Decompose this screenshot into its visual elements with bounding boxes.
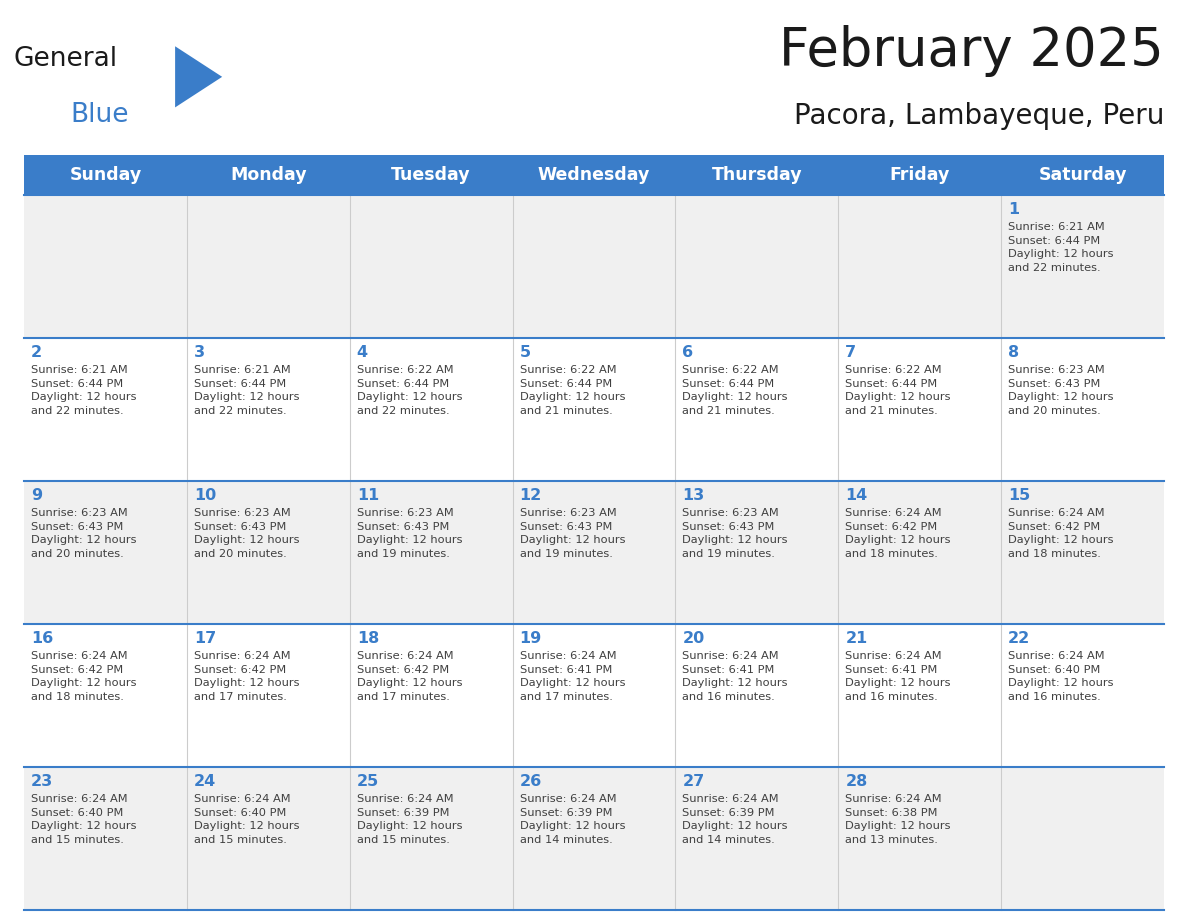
Text: 28: 28	[846, 774, 867, 789]
Text: Sunrise: 6:21 AM
Sunset: 6:44 PM
Daylight: 12 hours
and 22 minutes.: Sunrise: 6:21 AM Sunset: 6:44 PM Dayligh…	[1009, 222, 1113, 273]
Text: 9: 9	[31, 488, 42, 503]
Text: Sunrise: 6:22 AM
Sunset: 6:44 PM
Daylight: 12 hours
and 21 minutes.: Sunrise: 6:22 AM Sunset: 6:44 PM Dayligh…	[519, 365, 625, 416]
Text: 27: 27	[682, 774, 704, 789]
Text: Wednesday: Wednesday	[538, 166, 650, 184]
Text: Sunrise: 6:24 AM
Sunset: 6:39 PM
Daylight: 12 hours
and 15 minutes.: Sunrise: 6:24 AM Sunset: 6:39 PM Dayligh…	[356, 794, 462, 845]
Text: Sunday: Sunday	[69, 166, 141, 184]
Polygon shape	[175, 46, 222, 107]
Text: 5: 5	[519, 345, 531, 360]
Text: 26: 26	[519, 774, 542, 789]
Text: 13: 13	[682, 488, 704, 503]
Text: Sunrise: 6:23 AM
Sunset: 6:43 PM
Daylight: 12 hours
and 19 minutes.: Sunrise: 6:23 AM Sunset: 6:43 PM Dayligh…	[519, 508, 625, 559]
Text: Sunrise: 6:21 AM
Sunset: 6:44 PM
Daylight: 12 hours
and 22 minutes.: Sunrise: 6:21 AM Sunset: 6:44 PM Dayligh…	[194, 365, 299, 416]
Text: Sunrise: 6:24 AM
Sunset: 6:42 PM
Daylight: 12 hours
and 18 minutes.: Sunrise: 6:24 AM Sunset: 6:42 PM Dayligh…	[846, 508, 950, 559]
Text: 23: 23	[31, 774, 53, 789]
Text: Saturday: Saturday	[1038, 166, 1127, 184]
Text: Sunrise: 6:22 AM
Sunset: 6:44 PM
Daylight: 12 hours
and 22 minutes.: Sunrise: 6:22 AM Sunset: 6:44 PM Dayligh…	[356, 365, 462, 416]
Text: 14: 14	[846, 488, 867, 503]
Text: 15: 15	[1009, 488, 1030, 503]
Text: Sunrise: 6:24 AM
Sunset: 6:42 PM
Daylight: 12 hours
and 18 minutes.: Sunrise: 6:24 AM Sunset: 6:42 PM Dayligh…	[1009, 508, 1113, 559]
Text: Thursday: Thursday	[712, 166, 802, 184]
Text: Sunrise: 6:24 AM
Sunset: 6:41 PM
Daylight: 12 hours
and 16 minutes.: Sunrise: 6:24 AM Sunset: 6:41 PM Dayligh…	[846, 651, 950, 701]
Text: 19: 19	[519, 631, 542, 646]
Text: 3: 3	[194, 345, 206, 360]
Text: Sunrise: 6:22 AM
Sunset: 6:44 PM
Daylight: 12 hours
and 21 minutes.: Sunrise: 6:22 AM Sunset: 6:44 PM Dayligh…	[846, 365, 950, 416]
Text: Sunrise: 6:24 AM
Sunset: 6:42 PM
Daylight: 12 hours
and 17 minutes.: Sunrise: 6:24 AM Sunset: 6:42 PM Dayligh…	[194, 651, 299, 701]
Text: 7: 7	[846, 345, 857, 360]
Text: 20: 20	[682, 631, 704, 646]
Text: 12: 12	[519, 488, 542, 503]
Text: Sunrise: 6:24 AM
Sunset: 6:38 PM
Daylight: 12 hours
and 13 minutes.: Sunrise: 6:24 AM Sunset: 6:38 PM Dayligh…	[846, 794, 950, 845]
Text: Sunrise: 6:24 AM
Sunset: 6:42 PM
Daylight: 12 hours
and 18 minutes.: Sunrise: 6:24 AM Sunset: 6:42 PM Dayligh…	[31, 651, 137, 701]
Text: Sunrise: 6:21 AM
Sunset: 6:44 PM
Daylight: 12 hours
and 22 minutes.: Sunrise: 6:21 AM Sunset: 6:44 PM Dayligh…	[31, 365, 137, 416]
Text: 22: 22	[1009, 631, 1030, 646]
Text: Friday: Friday	[890, 166, 950, 184]
Text: 21: 21	[846, 631, 867, 646]
Text: Pacora, Lambayeque, Peru: Pacora, Lambayeque, Peru	[794, 103, 1164, 130]
Text: Tuesday: Tuesday	[391, 166, 470, 184]
Text: Sunrise: 6:23 AM
Sunset: 6:43 PM
Daylight: 12 hours
and 20 minutes.: Sunrise: 6:23 AM Sunset: 6:43 PM Dayligh…	[1009, 365, 1113, 416]
Text: 17: 17	[194, 631, 216, 646]
Text: 10: 10	[194, 488, 216, 503]
Text: Sunrise: 6:24 AM
Sunset: 6:39 PM
Daylight: 12 hours
and 14 minutes.: Sunrise: 6:24 AM Sunset: 6:39 PM Dayligh…	[519, 794, 625, 845]
Text: Sunrise: 6:24 AM
Sunset: 6:39 PM
Daylight: 12 hours
and 14 minutes.: Sunrise: 6:24 AM Sunset: 6:39 PM Dayligh…	[682, 794, 788, 845]
Text: Sunrise: 6:22 AM
Sunset: 6:44 PM
Daylight: 12 hours
and 21 minutes.: Sunrise: 6:22 AM Sunset: 6:44 PM Dayligh…	[682, 365, 788, 416]
Text: Sunrise: 6:23 AM
Sunset: 6:43 PM
Daylight: 12 hours
and 20 minutes.: Sunrise: 6:23 AM Sunset: 6:43 PM Dayligh…	[31, 508, 137, 559]
Text: 16: 16	[31, 631, 53, 646]
Text: 8: 8	[1009, 345, 1019, 360]
Text: Monday: Monday	[230, 166, 307, 184]
Text: 6: 6	[682, 345, 694, 360]
Text: General: General	[13, 46, 118, 73]
Text: Sunrise: 6:24 AM
Sunset: 6:42 PM
Daylight: 12 hours
and 17 minutes.: Sunrise: 6:24 AM Sunset: 6:42 PM Dayligh…	[356, 651, 462, 701]
Text: Sunrise: 6:24 AM
Sunset: 6:41 PM
Daylight: 12 hours
and 16 minutes.: Sunrise: 6:24 AM Sunset: 6:41 PM Dayligh…	[682, 651, 788, 701]
Text: Blue: Blue	[70, 103, 129, 129]
Text: Sunrise: 6:24 AM
Sunset: 6:40 PM
Daylight: 12 hours
and 16 minutes.: Sunrise: 6:24 AM Sunset: 6:40 PM Dayligh…	[1009, 651, 1113, 701]
Text: Sunrise: 6:23 AM
Sunset: 6:43 PM
Daylight: 12 hours
and 19 minutes.: Sunrise: 6:23 AM Sunset: 6:43 PM Dayligh…	[356, 508, 462, 559]
Text: February 2025: February 2025	[779, 25, 1164, 77]
Text: 4: 4	[356, 345, 368, 360]
Text: 11: 11	[356, 488, 379, 503]
Text: Sunrise: 6:24 AM
Sunset: 6:40 PM
Daylight: 12 hours
and 15 minutes.: Sunrise: 6:24 AM Sunset: 6:40 PM Dayligh…	[194, 794, 299, 845]
Text: Sunrise: 6:24 AM
Sunset: 6:40 PM
Daylight: 12 hours
and 15 minutes.: Sunrise: 6:24 AM Sunset: 6:40 PM Dayligh…	[31, 794, 137, 845]
Text: 18: 18	[356, 631, 379, 646]
Text: Sunrise: 6:23 AM
Sunset: 6:43 PM
Daylight: 12 hours
and 19 minutes.: Sunrise: 6:23 AM Sunset: 6:43 PM Dayligh…	[682, 508, 788, 559]
Text: 1: 1	[1009, 202, 1019, 217]
Text: Sunrise: 6:24 AM
Sunset: 6:41 PM
Daylight: 12 hours
and 17 minutes.: Sunrise: 6:24 AM Sunset: 6:41 PM Dayligh…	[519, 651, 625, 701]
Text: 25: 25	[356, 774, 379, 789]
Text: 2: 2	[31, 345, 42, 360]
Text: 24: 24	[194, 774, 216, 789]
Text: Sunrise: 6:23 AM
Sunset: 6:43 PM
Daylight: 12 hours
and 20 minutes.: Sunrise: 6:23 AM Sunset: 6:43 PM Dayligh…	[194, 508, 299, 559]
